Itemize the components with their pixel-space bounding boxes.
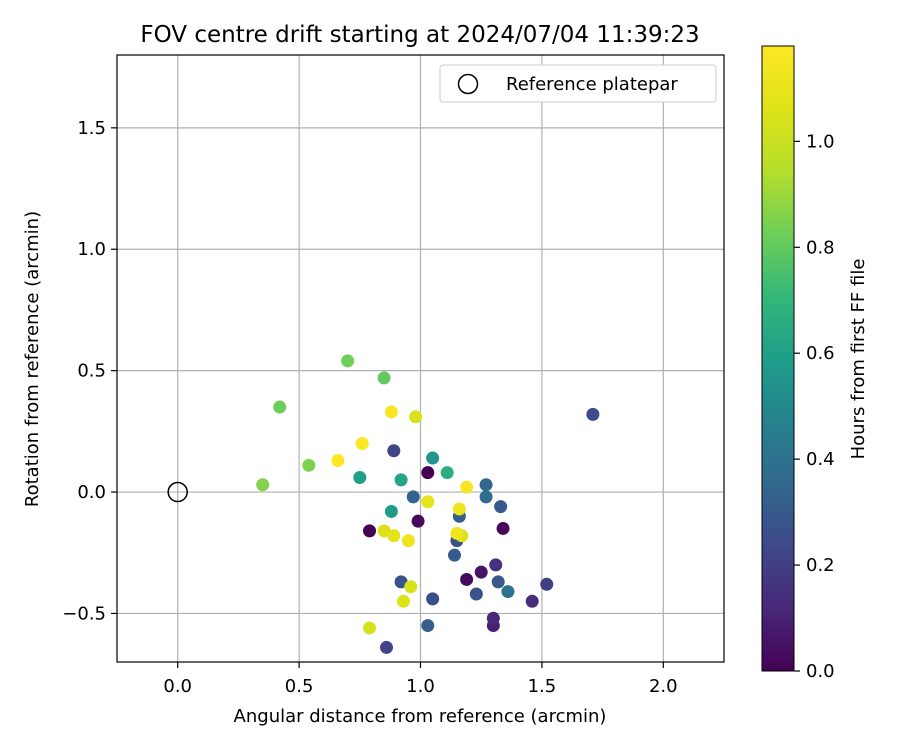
legend-label-reference: Reference platepar	[506, 74, 678, 95]
data-point	[491, 575, 505, 589]
data-point	[452, 502, 466, 516]
data-point	[494, 500, 508, 514]
colorbar-ticks: 0.0 0.2 0.4 0.6 0.8 1.0	[794, 131, 835, 682]
data-point	[363, 621, 377, 635]
x-tick-label: 0.5	[285, 676, 314, 697]
data-point	[387, 444, 401, 458]
data-point	[450, 526, 464, 540]
x-tick-label: 0.0	[163, 676, 192, 697]
data-point	[380, 640, 394, 654]
data-point	[404, 580, 418, 594]
data-point	[421, 466, 435, 480]
data-point	[397, 594, 411, 608]
data-point	[525, 594, 539, 608]
data-point	[479, 490, 493, 504]
colorbar-tick-label: 0.6	[806, 343, 835, 364]
reference-platepar-marker	[167, 481, 188, 503]
data-point	[394, 575, 408, 589]
colorbar-label: Hours from first FF file	[848, 259, 869, 460]
y-tick-label: 0.0	[77, 482, 106, 503]
legend-box	[439, 64, 717, 103]
data-point	[341, 354, 355, 368]
data-point	[355, 436, 369, 450]
x-tick-label: 2.0	[649, 676, 678, 697]
data-point	[421, 619, 435, 633]
colorbar: 0.0 0.2 0.4 0.6 0.8 1.0 Hours from first FF f…	[761, 45, 869, 682]
data-point	[256, 478, 270, 492]
data-point	[401, 534, 415, 548]
legend: Reference platepar	[439, 64, 717, 103]
data-point	[486, 611, 500, 625]
data-point	[302, 458, 316, 472]
data-point	[387, 529, 401, 543]
y-tick-label: 1.0	[77, 239, 106, 260]
data-point	[540, 577, 554, 591]
data-point	[409, 410, 423, 424]
data-point	[474, 565, 488, 579]
data-point	[331, 453, 345, 467]
data-point	[363, 524, 377, 538]
y-axis-ticks: −0.5 0.0 0.5 1.0 1.5	[62, 118, 117, 624]
data-point	[479, 478, 493, 492]
x-tick-label: 1.0	[406, 676, 435, 697]
y-tick-label: −0.5	[62, 603, 106, 624]
data-point	[421, 495, 435, 509]
scatter-points	[256, 354, 600, 654]
plot-area: 0.0 0.5 1.0 1.5 2.0 −0.5 0.0 0.5 1.0 1.5	[62, 54, 725, 697]
data-point	[469, 587, 483, 601]
colorbar-tick-label: 0.4	[806, 449, 835, 470]
data-point	[426, 592, 440, 606]
data-point	[460, 572, 474, 586]
colorbar-tick-label: 0.8	[806, 237, 835, 258]
data-point	[586, 407, 600, 421]
colorbar-tick-label: 0.2	[806, 555, 835, 576]
data-point	[353, 470, 367, 484]
y-tick-label: 0.5	[77, 361, 106, 382]
x-axis-label: Angular distance from reference (arcmin)	[234, 706, 607, 727]
data-point	[384, 405, 398, 419]
data-point	[384, 504, 398, 518]
chart-title: FOV centre drift starting at 2024/07/04 …	[140, 22, 699, 48]
colorbar-tick-label: 1.0	[806, 131, 835, 152]
colorbar-gradient	[761, 45, 795, 672]
x-axis-ticks: 0.0 0.5 1.0 1.5 2.0	[163, 662, 678, 697]
legend-marker-reference	[457, 73, 479, 95]
data-point	[377, 371, 391, 385]
colorbar-tick-label: 0.0	[806, 661, 835, 682]
grid-lines	[117, 55, 724, 662]
y-tick-label: 1.5	[77, 118, 106, 139]
data-point	[447, 548, 461, 562]
data-point	[496, 521, 510, 535]
data-point	[501, 585, 515, 599]
data-point	[489, 558, 503, 572]
data-point	[377, 524, 391, 538]
data-point	[411, 514, 425, 528]
y-axis-label: Rotation from reference (arcmin)	[22, 211, 43, 507]
x-tick-label: 1.5	[528, 676, 557, 697]
data-point	[394, 473, 408, 487]
data-point	[460, 480, 474, 494]
data-point	[273, 400, 287, 414]
data-point	[426, 451, 440, 465]
data-point	[440, 466, 454, 480]
data-point	[406, 490, 420, 504]
